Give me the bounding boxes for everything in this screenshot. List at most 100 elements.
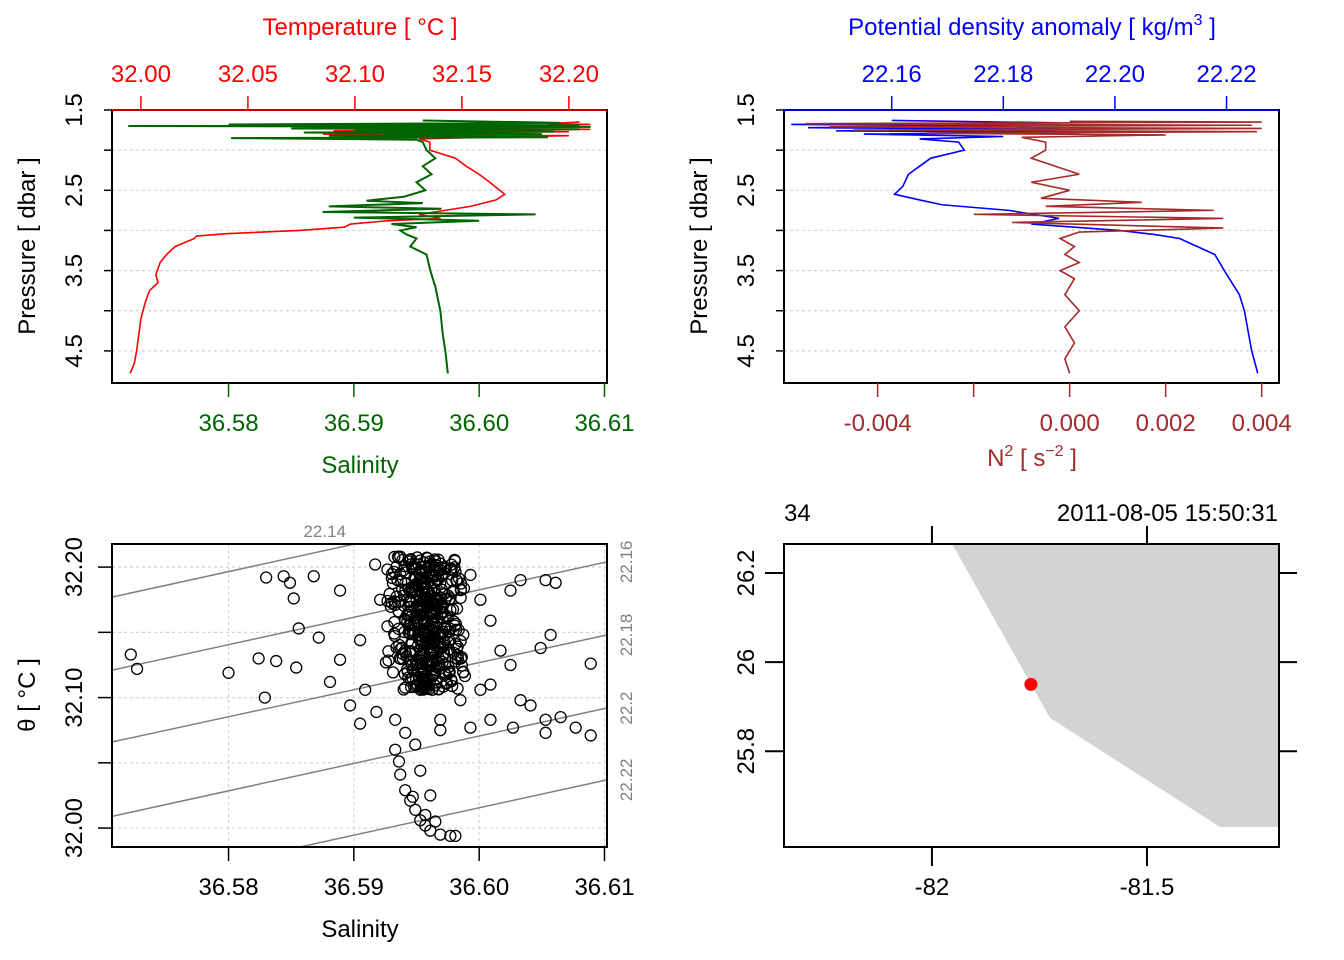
temperature-tick-label: 32.15 (432, 61, 492, 88)
ts-point (430, 604, 443, 618)
ts-point (270, 654, 283, 668)
longitude-tick-label: -82 (915, 874, 950, 901)
ts-point (464, 721, 477, 734)
ts-point (385, 571, 398, 585)
ts-point (399, 784, 412, 797)
isopycnal-label: 22.18 (617, 614, 636, 657)
ts-point (333, 584, 347, 597)
isopycnal-line (112, 707, 607, 818)
ts-point (423, 560, 436, 573)
ts-point (404, 600, 417, 613)
pressure-tick-label: 4.5 (733, 334, 760, 367)
ts-point (411, 615, 424, 628)
isopycnal-label: 22.16 (617, 541, 636, 584)
ts-point (422, 585, 435, 598)
ts-point (434, 676, 447, 689)
ts-point (494, 644, 507, 657)
ts-point (584, 657, 597, 670)
ts-point (504, 584, 517, 597)
map-content (952, 544, 1279, 827)
ts-point (514, 694, 527, 707)
ts-point (450, 573, 463, 587)
ts-point (436, 650, 449, 664)
ts-point (454, 652, 468, 665)
ts-point (283, 576, 297, 589)
ts-point (287, 592, 300, 605)
temperature-axis-title: Temperature [ °C ] (263, 14, 458, 41)
station-datetime: 2011-08-05 15:50:31 (1057, 500, 1278, 527)
ts-point (449, 829, 462, 843)
ts-point (387, 565, 401, 579)
sigma-tick-label: 22.18 (973, 61, 1033, 88)
ts-point (451, 649, 464, 662)
land-polygon (952, 544, 1279, 827)
ts-point (396, 652, 409, 665)
pressure-tick-label: 3.5 (61, 254, 88, 287)
sigma-tick-label: 22.20 (1085, 61, 1145, 88)
theta-tick-label: 32.20 (61, 537, 88, 597)
ts-point (409, 803, 422, 816)
ts-point (412, 599, 425, 612)
ts-point (445, 562, 458, 575)
pressure-tick-label: 1.5 (733, 93, 760, 126)
station-label: 34 (784, 500, 811, 527)
n2-tick-label: 0.004 (1232, 410, 1292, 437)
ts-point (474, 683, 487, 696)
ts-point (416, 678, 429, 691)
density-axis-title: Potential density anomaly [ kg/m3 ] (848, 12, 1216, 41)
sigma-tick-label: 22.16 (862, 61, 922, 88)
ts-point (418, 560, 431, 574)
theta-tick-label: 32.10 (61, 668, 88, 728)
ts-point (427, 656, 440, 669)
salinity-tick-label: 36.60 (449, 874, 509, 901)
ts-point (446, 679, 459, 693)
theta-axis-title: θ [ °C ] (14, 658, 41, 732)
salinity-tick-label: 36.60 (449, 410, 509, 437)
ts-point (434, 828, 447, 841)
ts-point (399, 726, 412, 739)
ts-point (549, 576, 562, 589)
ts-point (434, 724, 447, 737)
ts-point (414, 764, 427, 777)
ts-point (504, 658, 517, 672)
ts-point (358, 683, 372, 696)
salinity-axis-title: Salinity (321, 916, 398, 943)
temperature-tick-label: 32.05 (218, 61, 278, 88)
ts-point (544, 628, 557, 642)
ts-point (417, 674, 430, 687)
plot-frame (111, 109, 608, 384)
plot-frame (783, 543, 1280, 848)
isopycnal-line (112, 561, 607, 671)
ts-point (424, 789, 437, 802)
ts-point (379, 656, 393, 669)
axes: -82 -81.5 26.2 26 25.8 (733, 526, 1297, 901)
ts-point (584, 729, 597, 742)
ts-point (410, 680, 423, 693)
plot-frame (111, 543, 608, 848)
ts-point (454, 591, 467, 604)
n2-line (805, 120, 1262, 374)
latitude-tick-label: 26 (733, 649, 760, 676)
grid (112, 149, 607, 352)
ts-point (411, 657, 424, 671)
ts-point (438, 587, 451, 600)
ts-point (386, 666, 400, 679)
isopycnal-label: 22.14 (303, 522, 346, 541)
ts-point (397, 683, 410, 696)
ts-point (431, 563, 445, 576)
latitude-tick-label: 25.8 (733, 728, 760, 775)
salinity-tick-label: 36.58 (199, 874, 259, 901)
axes: 36.58 36.59 36.60 36.61 32.00 32.10 32.20 22.14… (61, 522, 636, 901)
ts-point (403, 553, 416, 567)
ts-point (391, 550, 405, 563)
pressure-tick-label: 1.5 (61, 93, 88, 126)
axes: 1.5 2.5 3.5 4.5 32.00 32.05 32.10 32.15 32.20 36.… (61, 61, 635, 437)
ts-point (417, 683, 430, 696)
pressure-axis-title: Pressure [ dbar ] (686, 157, 713, 334)
ts-point (389, 713, 402, 726)
ts-point (392, 605, 405, 618)
isopycnal-line (112, 544, 359, 598)
ts-point (444, 829, 457, 843)
ts-point (353, 717, 367, 730)
ts-point (409, 655, 423, 668)
